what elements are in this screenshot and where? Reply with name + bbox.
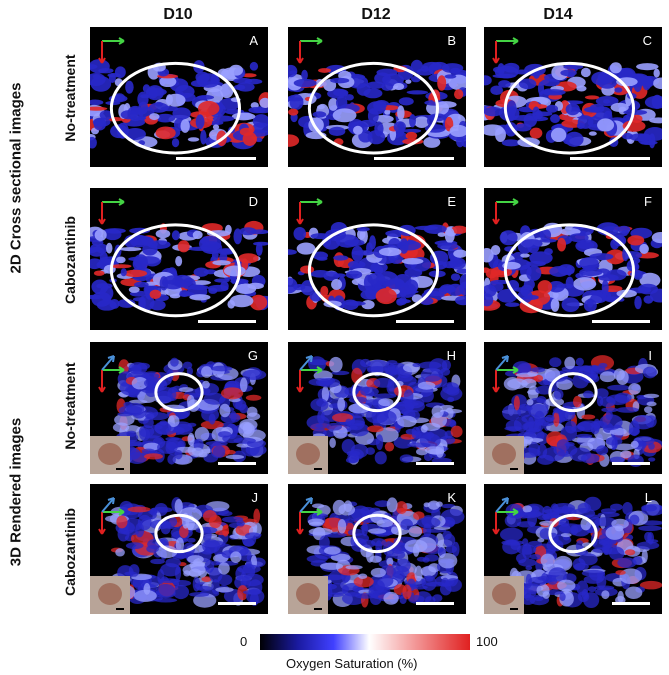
column-header-d10: D10 xyxy=(163,6,193,23)
scale-bar xyxy=(198,320,256,323)
scale-bar xyxy=(570,157,650,160)
row-label-3: No-treatment xyxy=(62,362,78,450)
panel-letter-a: A xyxy=(249,33,258,48)
panel-c: C xyxy=(484,27,662,167)
panel-d: D xyxy=(90,188,268,330)
panel-letter-h: H xyxy=(446,348,456,363)
group-label-3d: 3D Rendered images xyxy=(7,417,25,567)
colorbar-min-label: 0 xyxy=(240,634,248,649)
panel-letter-g: G xyxy=(247,348,258,363)
tumor-outline xyxy=(154,513,204,554)
colorbar xyxy=(260,634,470,650)
tumor-outline xyxy=(352,372,402,413)
scale-bar xyxy=(592,320,650,323)
scale-bar xyxy=(396,320,454,323)
panel-g: G xyxy=(90,342,268,474)
panel-letter-e: E xyxy=(447,194,456,209)
scale-bar xyxy=(416,602,454,605)
tumor-outline xyxy=(503,223,636,318)
panel-l: L xyxy=(484,484,662,614)
tumor-outline xyxy=(109,223,242,318)
panel-letter-d: D xyxy=(248,194,258,209)
panel-letter-b: B xyxy=(447,33,456,48)
panel-e: E xyxy=(288,188,466,330)
scale-bar xyxy=(416,462,454,465)
panel-letter-l: L xyxy=(644,490,652,505)
tumor-outline xyxy=(548,513,598,554)
panel-letter-k: K xyxy=(447,490,456,505)
column-header-d14: D14 xyxy=(543,6,573,23)
tumor-outline xyxy=(307,61,440,155)
panel-f: F xyxy=(484,188,662,330)
panel-b: B xyxy=(288,27,466,167)
scale-bar xyxy=(374,157,454,160)
tumor-outline xyxy=(503,61,636,155)
row-label-2: Cabozantinib xyxy=(62,216,78,304)
tumor-outline xyxy=(154,372,204,413)
tumor-outline xyxy=(109,61,242,155)
tumor-outline xyxy=(352,513,402,554)
scale-bar xyxy=(612,602,650,605)
row-label-1: No-treatment xyxy=(62,54,78,142)
column-header-d12: D12 xyxy=(361,6,391,23)
panel-letter-j: J xyxy=(251,490,259,505)
row-label-4: Cabozantinib xyxy=(62,508,78,596)
scale-bar xyxy=(612,462,650,465)
tumor-outline xyxy=(548,372,598,413)
tumor-outline xyxy=(307,223,440,318)
group-label-2d: 2D Cross sectional images xyxy=(7,82,25,274)
colorbar-title: Oxygen Saturation (%) xyxy=(286,656,418,671)
panel-letter-i: I xyxy=(648,348,652,363)
panel-j: J xyxy=(90,484,268,614)
colorbar-max-label: 100 xyxy=(476,634,498,649)
panel-h: H xyxy=(288,342,466,474)
panel-letter-c: C xyxy=(642,33,652,48)
panel-i: I xyxy=(484,342,662,474)
scale-bar xyxy=(176,157,256,160)
panel-letter-f: F xyxy=(644,194,652,209)
scale-bar xyxy=(218,602,256,605)
panel-k: K xyxy=(288,484,466,614)
scale-bar xyxy=(218,462,256,465)
panel-a: A xyxy=(90,27,268,167)
